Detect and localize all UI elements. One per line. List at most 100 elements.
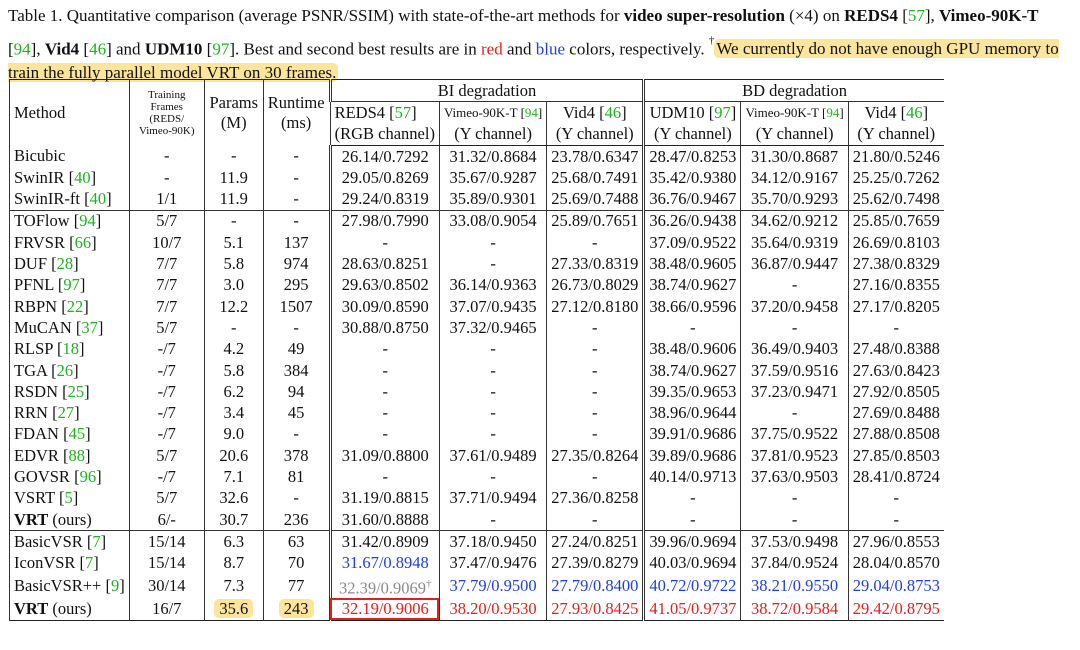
value-cell: - xyxy=(847,487,944,509)
value-cell: - xyxy=(438,338,547,360)
value-cell: 35.89/0.9301 xyxy=(438,188,547,211)
caption-text: [57], xyxy=(902,6,940,25)
dataset-header: Vid4 [46] xyxy=(847,101,944,124)
value-cell: 37.47/0.9476 xyxy=(438,552,547,574)
value-cell: 5/7 xyxy=(128,487,205,509)
method-cell: TGA [26] xyxy=(9,359,130,382)
method-cell: FRVSR [66] xyxy=(9,232,130,254)
value-cell: 39.35/0.9653 xyxy=(642,381,741,403)
value-cell: 37.84/0.9524 xyxy=(740,552,849,574)
highlight: 243 xyxy=(278,598,314,618)
value-cell: - xyxy=(740,317,849,339)
method-cell: BasicVSR [7] xyxy=(9,530,130,553)
value-cell: - xyxy=(740,487,849,509)
table-row: PFNL [97] 7/7 3.0 295 29.63/0.8502 36.14/0.93… xyxy=(9,274,944,296)
value-cell: 11.9 xyxy=(203,167,264,189)
value-cell: 27.33/0.8319 xyxy=(546,253,644,275)
value-cell: 10/7 xyxy=(128,232,205,254)
table-row: VRT (ours) 16/7 35.6 243 32.19/0.9006 38.20/0… xyxy=(9,598,944,621)
value-cell: 25.85/0.7659 xyxy=(847,209,944,233)
caption-text: [94], xyxy=(8,39,45,59)
value-cell: - xyxy=(546,359,644,382)
value-cell: 37.79/0.9500 xyxy=(438,573,547,599)
method-cell: RSDN [25] xyxy=(9,381,130,403)
header-row: Method Training Frames (REDS/ Vimeo-90K) P… xyxy=(9,79,944,146)
value-cell: -/7 xyxy=(128,423,205,446)
value-cell: - xyxy=(642,317,741,339)
highlight: 35.6 xyxy=(214,598,254,618)
value-cell: - xyxy=(203,209,264,233)
table-row: RBPN [22] 7/7 12.2 1507 30.09/0.8590 37.07/0.… xyxy=(9,295,944,318)
table-row: TOFlow [94] 5/7- -27.98/0.7990 33.08/0.9054… xyxy=(9,209,944,233)
value-cell: 27.88/0.8508 xyxy=(847,423,944,446)
value-cell: - xyxy=(262,423,331,446)
value-cell: 243 xyxy=(262,598,331,621)
method-cell: VRT (ours) xyxy=(9,598,130,621)
value-cell: - xyxy=(203,317,264,339)
value-cell: 81 xyxy=(262,466,331,488)
value-cell: 35.67/0.9287 xyxy=(438,167,547,189)
value-cell: 36.14/0.9363 xyxy=(438,274,547,296)
value-cell: 25.68/0.7491 xyxy=(546,167,644,189)
header-cell: Training Frames (REDS/ Vimeo-90K) xyxy=(128,79,205,146)
value-cell: 31.60/0.8888 xyxy=(328,508,440,531)
group-header: BI degradation xyxy=(328,79,644,103)
table-row: FRVSR [66] 10/7 5.1 137- - -37.09/0.9522 35.64… xyxy=(9,232,944,254)
value-cell: 27.63/0.8423 xyxy=(847,359,944,382)
value-cell: 12.2 xyxy=(203,295,264,318)
table-row: IconVSR [7] 15/14 8.7 70 31.67/0.8948 37.47/0… xyxy=(9,552,944,574)
value-cell: 974 xyxy=(262,253,331,275)
value-cell: 7/7 xyxy=(128,253,205,275)
table-row: FDAN [45] -/7 9.0- - - -39.91/0.9686 37.75/0.9… xyxy=(9,423,944,446)
value-cell: 31.09/0.8800 xyxy=(328,445,440,467)
dataset-header: REDS4 [57] xyxy=(329,101,440,124)
caption-bold: Vimeo-90K-T xyxy=(939,6,1039,25)
value-cell: 9.0 xyxy=(203,423,264,446)
value-cell: 20.6 xyxy=(203,445,264,467)
value-cell: - xyxy=(262,487,331,509)
value-cell: 39.96/0.9694 xyxy=(642,530,741,553)
value-cell: - xyxy=(203,145,264,168)
value-cell: 27.38/0.8329 xyxy=(847,253,944,275)
method-cell: RLSP [18] xyxy=(9,338,130,360)
caption-red: red xyxy=(480,39,503,59)
value-cell: 5.8 xyxy=(203,253,264,275)
value-cell: 26.69/0.8103 xyxy=(847,232,944,254)
value-cell: 28.41/0.8724 xyxy=(847,466,944,488)
value-cell: 40.03/0.9694 xyxy=(642,552,741,574)
value-cell: 35.70/0.9293 xyxy=(740,188,849,211)
value-cell: 25.62/0.7498 xyxy=(847,188,944,211)
table-row: RSDN [25] -/7 6.2 94- - -39.35/0.9653 37.23/0.… xyxy=(9,381,944,403)
value-cell: - xyxy=(128,167,205,189)
value-cell: 30.7 xyxy=(203,508,264,531)
value-cell: 37.18/0.9450 xyxy=(438,530,547,553)
value-cell: 1507 xyxy=(262,295,331,318)
value-cell: - xyxy=(642,508,741,531)
value-cell: 38.21/0.9550 xyxy=(740,573,849,599)
value-cell: 31.30/0.8687 xyxy=(740,145,849,168)
header-cell: Runtime (ms) xyxy=(262,79,331,146)
value-cell: 5.8 xyxy=(203,359,264,382)
caption-text: [97]. Best and second best results are i… xyxy=(206,39,481,59)
value-cell: - xyxy=(262,188,331,211)
value-cell: 5/7 xyxy=(128,445,205,467)
dataset-header: UDM10 [97] xyxy=(642,101,741,124)
table-row: GOVSR [96] -/7 7.1 81- - -40.14/0.9713 37.63/0… xyxy=(9,466,944,488)
value-cell: 45 xyxy=(262,402,331,424)
value-cell: 35.6 xyxy=(203,598,264,621)
value-cell: 5.1 xyxy=(203,232,264,254)
value-cell: 49 xyxy=(262,338,331,360)
value-cell: 28.04/0.8570 xyxy=(847,552,944,574)
table-row: RLSP [18] -/7 4.2 49- - -38.48/0.9606 36.49/0.… xyxy=(9,338,944,360)
value-cell: 5/7 xyxy=(128,317,205,339)
value-cell: 37.75/0.9522 xyxy=(740,423,849,446)
value-cell: 25.89/0.7651 xyxy=(546,209,644,233)
value-cell: 32.6 xyxy=(203,487,264,509)
value-cell: - xyxy=(328,381,440,403)
header-row: (RGB channel) (Y channel) (Y channel) (Y ch… xyxy=(10,123,944,146)
value-cell: 37.20/0.9458 xyxy=(740,295,849,318)
value-cell: - xyxy=(438,381,547,403)
method-cell: VSRT [5] xyxy=(9,487,130,509)
value-cell: 16/7 xyxy=(128,598,205,621)
